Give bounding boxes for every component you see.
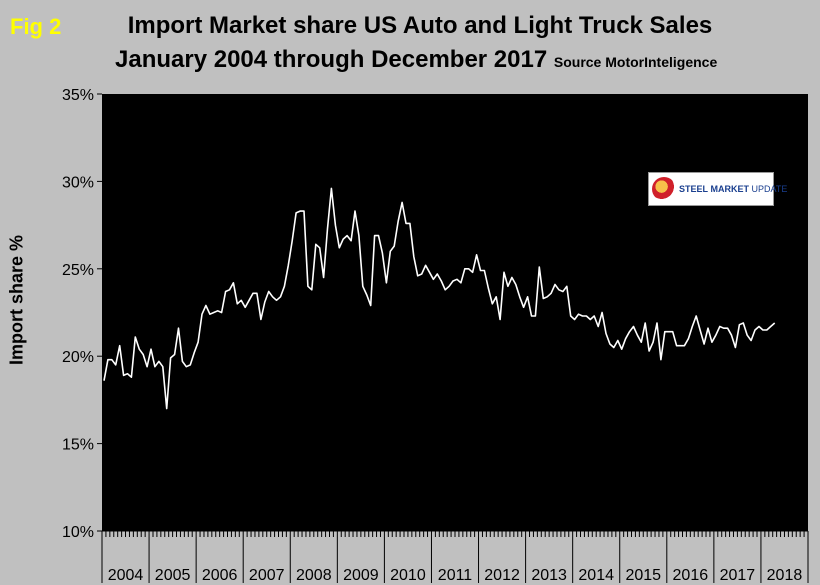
x-year-label: 2009 [343, 567, 379, 584]
y-tick-label: 30% [62, 174, 94, 191]
y-tick-label: 35% [62, 87, 94, 104]
series-line [103, 187, 776, 410]
y-tick-label: 20% [62, 349, 94, 366]
x-year-label: 2018 [767, 567, 803, 584]
x-year-label: 2004 [108, 567, 144, 584]
x-year-label: 2007 [249, 567, 285, 584]
x-year-label: 2012 [484, 567, 520, 584]
x-year-label: 2016 [673, 567, 709, 584]
figure-number: Fig 2 [10, 14, 62, 39]
y-axis-label-text: Import share % [6, 234, 27, 365]
x-year-label: 2006 [202, 567, 238, 584]
x-year-label: 2011 [438, 567, 473, 584]
chart-title-date-range: January 2004 through December 2017 [115, 46, 548, 73]
chart-title-line2: January 2004 through December 2017 Sourc… [115, 46, 717, 74]
logo-word-steel: STEEL [679, 184, 709, 194]
chart-title-line1: Import Market share US Auto and Light Tr… [127, 12, 713, 39]
y-tick-label: 10% [62, 524, 94, 541]
x-year-label: 2014 [578, 567, 614, 584]
logo-word-update: UPDATE [751, 184, 788, 194]
y-tick-label: 15% [62, 437, 94, 454]
x-year-label: 2010 [390, 567, 426, 584]
x-year-label: 2008 [296, 567, 332, 584]
y-tick-label: 25% [62, 262, 94, 279]
x-year-label: 2017 [720, 567, 756, 584]
y-axis-label: Import share % [7, 235, 28, 365]
chart-source-note: Source MotorInteligence [553, 54, 718, 70]
x-year-label: 2015 [625, 567, 661, 584]
x-year-label: 2013 [531, 567, 567, 584]
logo-wordmark: STEEL MARKET UPDATE [679, 184, 787, 194]
logo-emblem-icon [652, 177, 676, 201]
x-year-label: 2005 [155, 567, 191, 584]
logo-word-market: MARKET [710, 184, 750, 194]
steel-market-update-logo: STEEL MARKET UPDATE [648, 172, 787, 206]
plot-area [102, 94, 808, 531]
